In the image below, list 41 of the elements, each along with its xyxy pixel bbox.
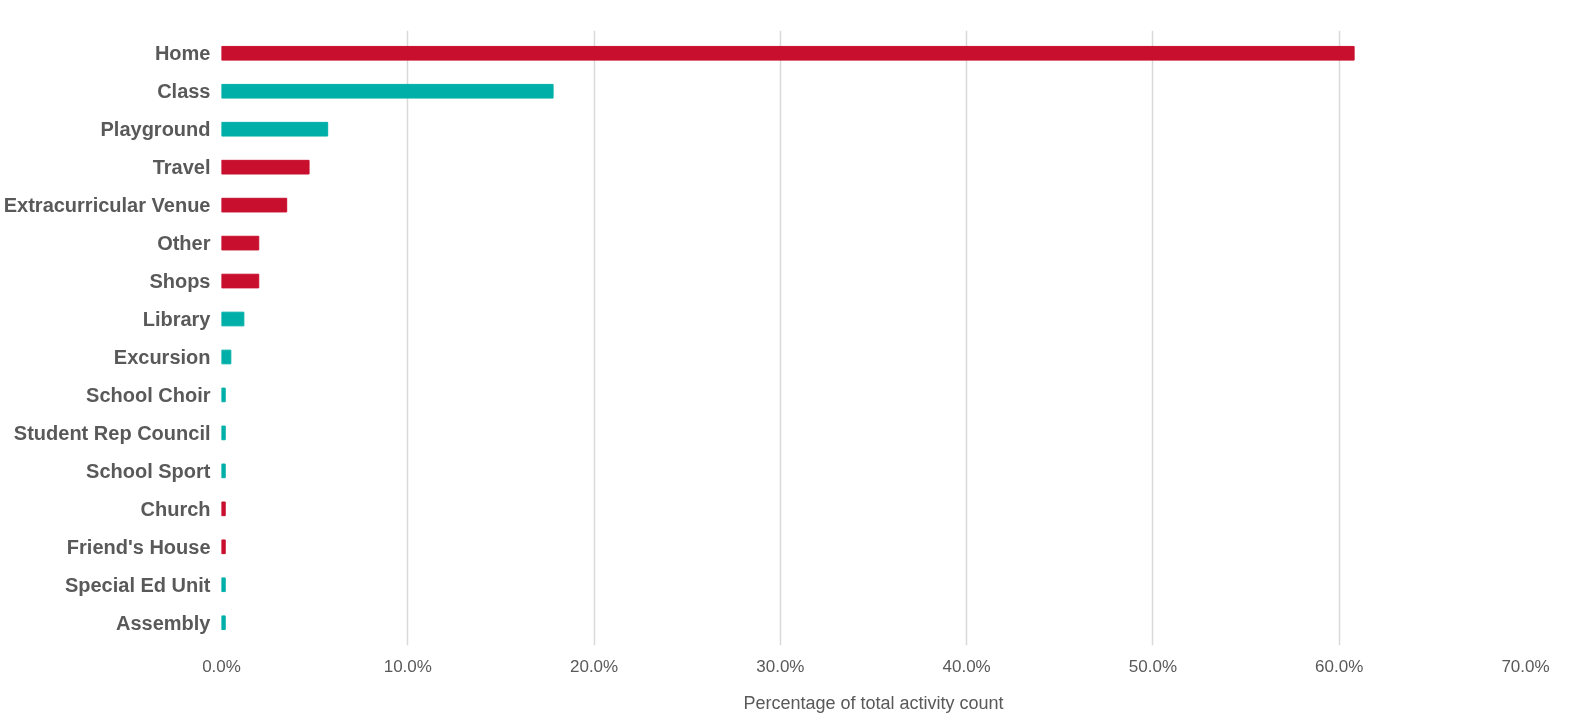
y-tick-label: Library xyxy=(142,308,212,331)
y-tick-label: Playground xyxy=(100,118,211,141)
bar xyxy=(221,45,1355,61)
bar xyxy=(221,235,260,251)
bar xyxy=(221,615,226,631)
y-tick-label: Student Rep Council xyxy=(13,421,211,444)
y-tick-label: Home xyxy=(154,42,211,65)
bar xyxy=(221,159,310,175)
y-tick-label: Class xyxy=(157,80,211,103)
x-tick-label: 10.0% xyxy=(383,656,432,676)
x-tick-label: 20.0% xyxy=(569,656,619,676)
x-tick-label: 40.0% xyxy=(942,656,991,676)
x-tick-label: 60.0% xyxy=(1315,656,1364,676)
y-tick-label: Church xyxy=(140,497,211,520)
y-tick-label: Shops xyxy=(149,270,211,293)
bar xyxy=(221,501,226,517)
bar xyxy=(221,83,554,99)
y-tick-label: School Sport xyxy=(86,459,211,482)
x-tick-label: 50.0% xyxy=(1128,656,1178,676)
bar xyxy=(221,349,232,365)
x-tick-label: 30.0% xyxy=(756,656,805,676)
y-tick-label: Excursion xyxy=(113,345,211,368)
bar xyxy=(221,425,226,441)
y-tick-label: Extracurricular Venue xyxy=(3,194,211,217)
x-tick-label: 0.0% xyxy=(202,656,241,676)
bar xyxy=(221,539,226,555)
bar xyxy=(221,387,226,403)
y-tick-label: Special Ed Unit xyxy=(64,573,211,596)
bar xyxy=(221,311,245,327)
bar xyxy=(221,273,260,289)
y-tick-label: Other xyxy=(157,232,211,255)
x-tick-label: 70.0% xyxy=(1501,656,1550,676)
x-axis-title: Percentage of total activity count xyxy=(743,692,1004,713)
y-tick-label: School Choir xyxy=(86,383,211,406)
y-tick-label: Friend's House xyxy=(66,535,211,558)
bar xyxy=(221,577,226,593)
bar xyxy=(221,197,288,213)
y-tick-label: Travel xyxy=(152,156,211,179)
bar xyxy=(221,121,329,137)
bar xyxy=(221,463,226,479)
y-tick-label: Assembly xyxy=(116,611,212,634)
